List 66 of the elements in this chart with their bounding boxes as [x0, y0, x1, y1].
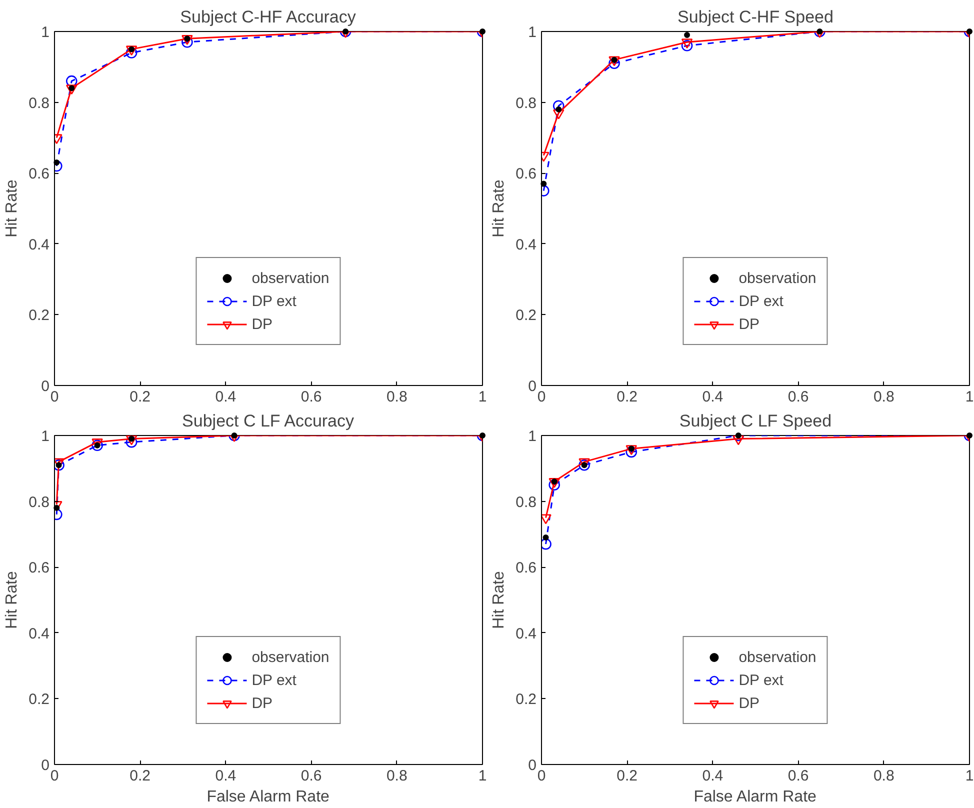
y-tick-label: 0.4: [516, 236, 537, 254]
legend-label: DP ext: [738, 292, 784, 310]
y-tick-label: 0: [528, 378, 536, 395]
chart-title: Subject C-HF Speed: [678, 8, 834, 26]
y-tick-label: 0: [41, 757, 50, 774]
y-axis-title: Hit Rate: [490, 571, 508, 629]
x-tick-label: 0.8: [386, 768, 408, 784]
y-tick-label: 0: [41, 378, 50, 395]
y-tick-label: 0.6: [28, 560, 50, 577]
x-tick-label: 0.6: [300, 388, 322, 406]
y-tick-label: 1: [41, 24, 50, 41]
chart-title: Subject C LF Speed: [679, 412, 832, 430]
legend-label: observation: [252, 648, 330, 666]
y-tick-label: 0.6: [516, 166, 537, 183]
y-tick-label: 0.6: [28, 166, 50, 183]
y-tick-label: 0.4: [28, 236, 50, 254]
x-tick-label: 0.4: [215, 388, 236, 406]
legend-label: DP: [738, 316, 760, 332]
x-tick-label: 1: [965, 388, 974, 406]
y-tick-label: 0.4: [516, 625, 537, 642]
x-tick-label: 0.8: [873, 388, 894, 406]
y-tick-label: 1: [528, 428, 536, 445]
x-tick-label: 1: [965, 768, 974, 784]
y-tick-label: 1: [528, 24, 536, 41]
x-tick-label: 0.6: [788, 768, 809, 784]
x-tick-label: 1: [478, 768, 487, 784]
legend-label: observation: [738, 648, 816, 666]
x-axis-title: False Alarm Rate: [694, 788, 817, 806]
x-tick-label: 0.8: [873, 768, 894, 784]
legend-label: DP: [252, 694, 273, 712]
y-tick-label: 0.8: [516, 94, 537, 112]
chart-title: Subject C LF Accuracy: [182, 412, 355, 430]
x-tick-label: 0.8: [386, 388, 408, 406]
legend-label: DP ext: [252, 292, 296, 310]
y-tick-label: 0.2: [516, 691, 537, 708]
y-tick-label: 0.2: [28, 307, 50, 324]
x-tick-label: 0.4: [215, 768, 236, 784]
x-tick-label: 0.6: [300, 768, 322, 784]
y-axis-title: Hit Rate: [490, 180, 508, 238]
x-tick-label: 0.2: [616, 768, 638, 784]
y-tick-label: 0.8: [28, 494, 50, 511]
legend-label: DP ext: [738, 672, 784, 688]
chart-title: Subject C-HF Accuracy: [180, 8, 356, 26]
y-tick-label: 0: [528, 757, 536, 774]
legend-label: observation: [252, 270, 330, 286]
x-tick-label: 0.4: [702, 768, 724, 784]
y-tick-label: 0.2: [516, 307, 537, 324]
y-axis-title: Hit Rate: [4, 180, 21, 238]
y-tick-label: 1: [41, 428, 50, 445]
y-tick-label: 0.8: [516, 494, 537, 511]
y-axis-title: Hit Rate: [4, 571, 21, 629]
y-tick-label: 0.6: [516, 560, 537, 577]
legend-label: observation: [738, 270, 816, 286]
legend-label: DP ext: [252, 672, 296, 688]
x-tick-label: 0.6: [788, 388, 809, 406]
x-tick-label: 0.4: [702, 388, 724, 406]
legend-label: DP: [252, 316, 273, 332]
x-axis-title: False Alarm Rate: [206, 788, 330, 806]
y-tick-label: 0.4: [28, 625, 50, 642]
x-tick-label: 0.2: [130, 768, 151, 784]
x-tick-label: 0.2: [616, 388, 638, 406]
x-tick-label: 1: [478, 388, 487, 406]
y-tick-label: 0.8: [28, 94, 50, 112]
y-tick-label: 0.2: [28, 691, 50, 708]
legend-label: DP: [738, 694, 760, 712]
x-tick-label: 0.2: [130, 388, 151, 406]
